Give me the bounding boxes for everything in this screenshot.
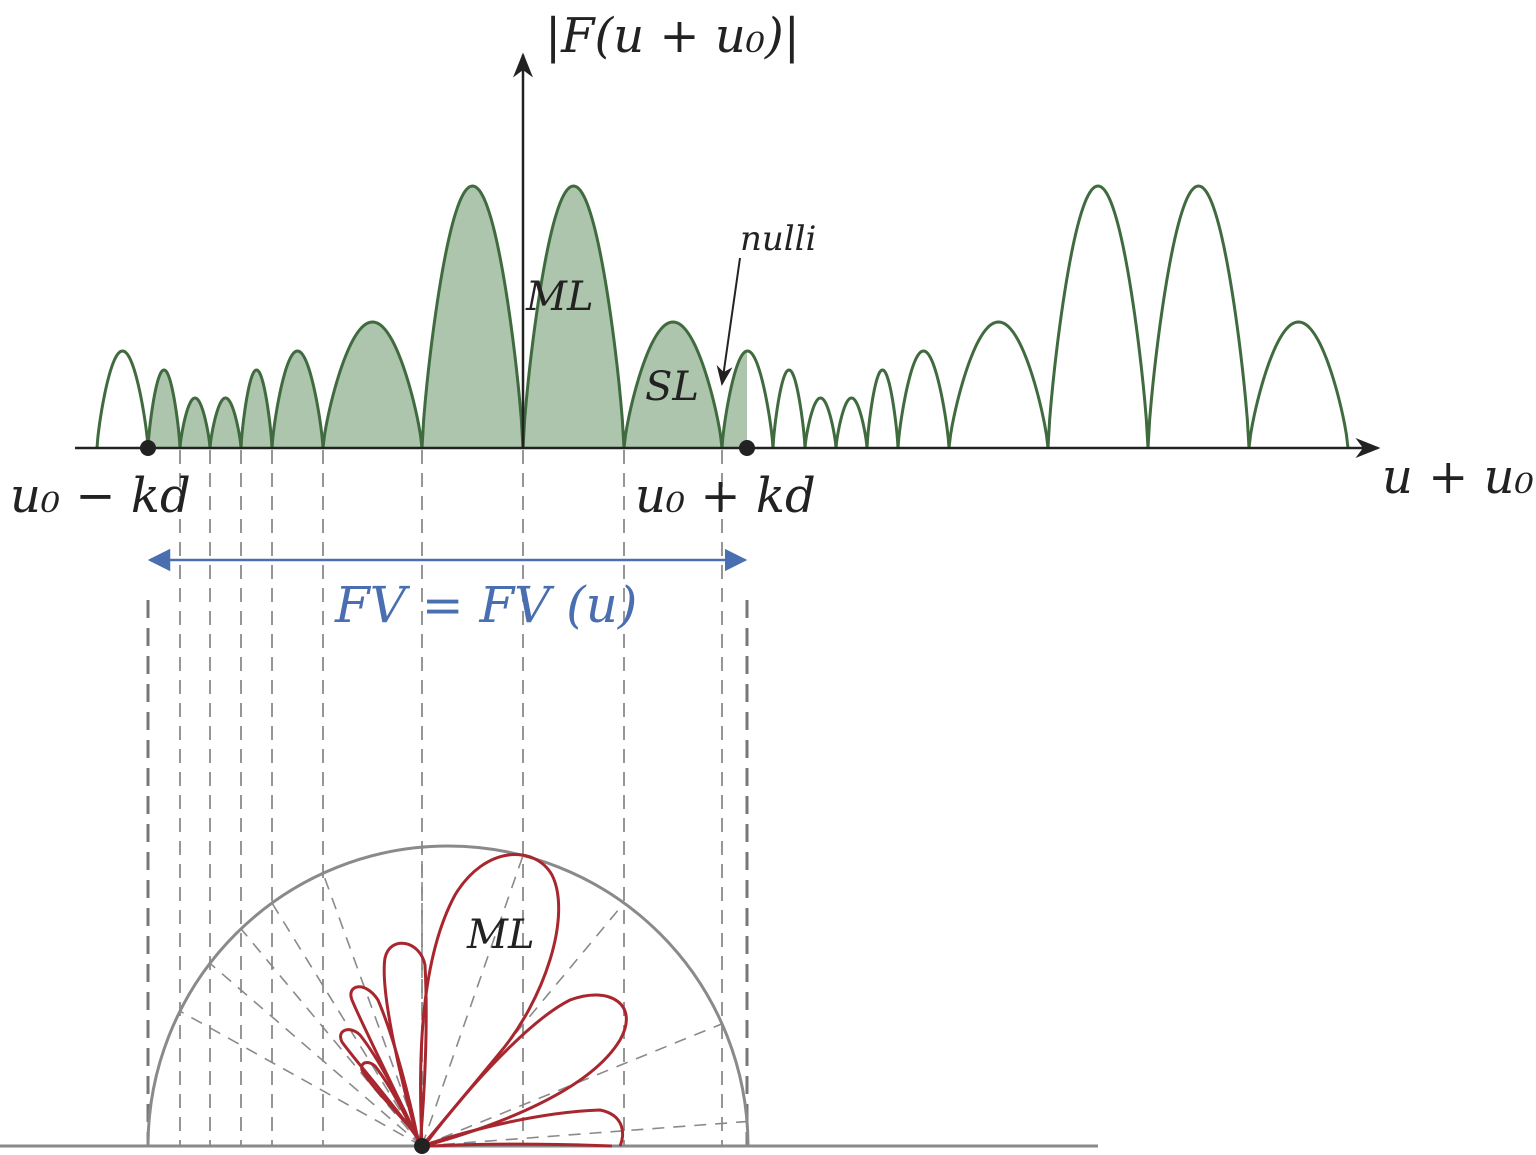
x-axis-label: u + u₀ — [1382, 449, 1534, 505]
lobe-2 — [178, 396, 212, 449]
lobe-15 — [896, 349, 951, 449]
visible-range-end-label: u₀ + kd — [635, 468, 816, 524]
polar-side-lobe-left-2 — [349, 985, 420, 1142]
polar-pattern — [339, 853, 628, 1148]
main-lobe-label: ML — [525, 274, 594, 320]
lobe-13 — [834, 396, 869, 449]
polar-side-lobe-left-3 — [339, 1028, 418, 1138]
lobe-8 — [521, 184, 626, 449]
polar-main-lobe — [419, 853, 561, 1148]
polar-side-lobe-right-3 — [429, 1142, 613, 1148]
polar-origin-dot — [414, 1138, 430, 1154]
visible-lobe-fill-10 — [722, 351, 747, 448]
visible-range-start-dot — [140, 440, 156, 456]
polar-main-lobe-label: ML — [466, 912, 535, 958]
polar-side-lobe-right-1 — [422, 993, 628, 1148]
lobe-17 — [1046, 184, 1150, 449]
visible-lobe-fill-6 — [323, 322, 422, 448]
visible-range-end-dot — [739, 440, 755, 456]
lobe-6 — [321, 320, 424, 449]
lobe-4 — [239, 368, 274, 449]
radial-line-3 — [271, 902, 423, 1147]
radial-line-0 — [179, 1010, 423, 1147]
lobe-10 — [720, 349, 775, 449]
radial-line-8 — [421, 1023, 723, 1147]
radial-line-1 — [209, 962, 423, 1147]
radial-line-4 — [322, 873, 423, 1147]
lobe-14 — [865, 368, 900, 449]
y-axis-label: |F(u + u₀)| — [545, 8, 800, 64]
radial-line-10 — [421, 1120, 748, 1147]
array-factor-lobes — [95, 184, 1350, 449]
lobe-12 — [803, 396, 838, 449]
visible-range-start-label: u₀ − kd — [10, 468, 191, 524]
lobe-0 — [95, 349, 150, 449]
polar-side-lobe-left-4 — [360, 1061, 416, 1134]
lobe-11 — [771, 368, 807, 449]
nulls-pointer-arrow — [716, 257, 741, 386]
radial-line-6 — [421, 855, 524, 1147]
lobe-5 — [270, 349, 325, 449]
null-projection-lines — [146, 450, 749, 1146]
lobe-1 — [146, 368, 182, 449]
lobe-3 — [208, 396, 243, 449]
side-lobe-label: SL — [645, 364, 699, 410]
lobe-16 — [947, 320, 1050, 449]
radial-line-2 — [240, 928, 423, 1147]
lobe-7 — [420, 184, 525, 449]
radial-null-directions — [179, 847, 748, 1147]
lobe-9 — [622, 320, 724, 449]
visible-range-label: FV = FV (u) — [334, 576, 637, 634]
unit-half-circle — [146, 844, 750, 1147]
lobe-19 — [1247, 320, 1350, 449]
polar-frame — [0, 844, 1098, 1148]
polar-side-lobe-right-2 — [427, 1108, 624, 1147]
lobe-18 — [1146, 184, 1251, 449]
nulls-label: nulli — [740, 219, 816, 259]
visible-lobe-fill-7 — [422, 186, 523, 448]
